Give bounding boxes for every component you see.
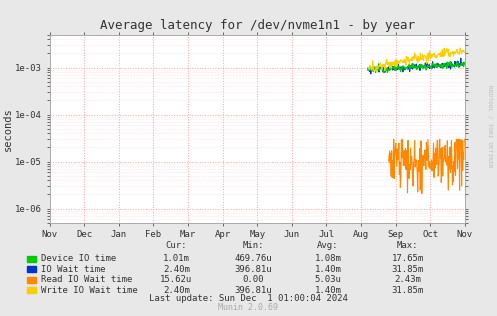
Text: 1.40m: 1.40m <box>315 286 341 295</box>
Text: Cur:: Cur: <box>166 241 187 250</box>
Text: 0.00: 0.00 <box>243 275 264 284</box>
Text: 469.76u: 469.76u <box>235 254 272 263</box>
Text: 1.08m: 1.08m <box>315 254 341 263</box>
Text: Max:: Max: <box>397 241 418 250</box>
Text: 1.01m: 1.01m <box>163 254 190 263</box>
Text: 5.03u: 5.03u <box>315 275 341 284</box>
Text: Write IO Wait time: Write IO Wait time <box>41 286 138 295</box>
Text: Read IO Wait time: Read IO Wait time <box>41 275 132 284</box>
Text: 15.62u: 15.62u <box>161 275 192 284</box>
Text: 31.85m: 31.85m <box>392 265 423 274</box>
Text: Munin 2.0.69: Munin 2.0.69 <box>219 303 278 312</box>
Title: Average latency for /dev/nvme1n1 - by year: Average latency for /dev/nvme1n1 - by ye… <box>100 19 414 32</box>
Text: Avg:: Avg: <box>317 241 339 250</box>
Text: 2.40m: 2.40m <box>163 265 190 274</box>
Text: 396.81u: 396.81u <box>235 265 272 274</box>
Text: 31.85m: 31.85m <box>392 286 423 295</box>
Text: IO Wait time: IO Wait time <box>41 265 105 274</box>
Text: 17.65m: 17.65m <box>392 254 423 263</box>
Text: 396.81u: 396.81u <box>235 286 272 295</box>
Text: RRDTOOL / TOBI OETIKER: RRDTOOL / TOBI OETIKER <box>487 85 492 168</box>
Text: Device IO time: Device IO time <box>41 254 116 263</box>
Text: 2.40m: 2.40m <box>163 286 190 295</box>
Text: 2.43m: 2.43m <box>394 275 421 284</box>
Text: 1.40m: 1.40m <box>315 265 341 274</box>
Text: Last update: Sun Dec  1 01:00:04 2024: Last update: Sun Dec 1 01:00:04 2024 <box>149 294 348 303</box>
Y-axis label: seconds: seconds <box>2 107 12 151</box>
Text: Min:: Min: <box>243 241 264 250</box>
